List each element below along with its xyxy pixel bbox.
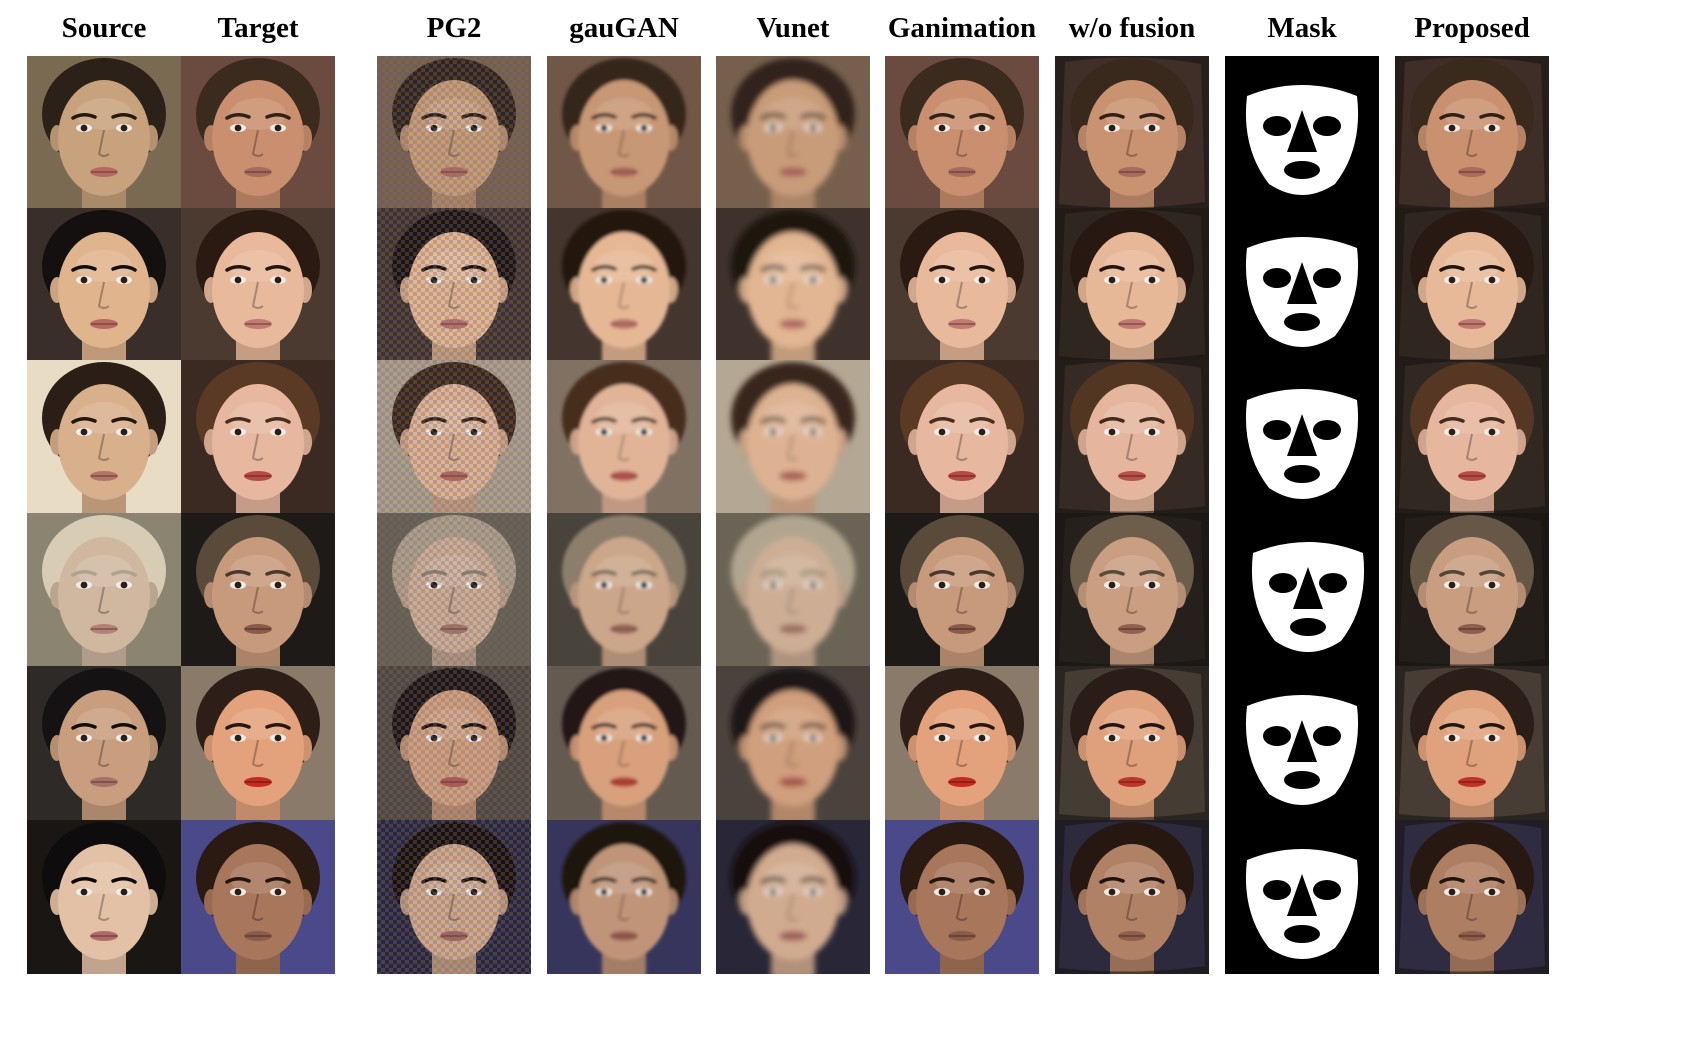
face-image-wo-fusion: [1055, 513, 1209, 667]
face-image-vunet: [716, 208, 870, 362]
face-image-pg2: [377, 208, 531, 362]
face-image-mask: [1225, 513, 1379, 667]
column-header-proposed: Proposed: [1414, 12, 1530, 44]
face-image-source: [27, 56, 181, 210]
column-header-source: Source: [61, 12, 147, 44]
face-image-vunet: [716, 360, 870, 514]
face-image-ganimation: [885, 666, 1039, 820]
face-image-wo-fusion: [1055, 666, 1209, 820]
face-image-gaugan: [547, 56, 701, 210]
face-image-ganimation: [885, 360, 1039, 514]
face-image-wo-fusion: [1055, 56, 1209, 210]
face-image-vunet: [716, 56, 870, 210]
face-image-proposed: [1395, 360, 1549, 514]
face-image-ganimation: [885, 208, 1039, 362]
face-image-wo-fusion: [1055, 820, 1209, 974]
face-image-source: [27, 513, 181, 667]
column-header-mask: Mask: [1267, 12, 1337, 44]
face-image-gaugan: [547, 208, 701, 362]
face-image-mask: [1225, 360, 1379, 514]
column-header-ganimation: Ganimation: [887, 12, 1037, 44]
face-image-vunet: [716, 820, 870, 974]
face-image-ganimation: [885, 56, 1039, 210]
face-image-mask: [1225, 666, 1379, 820]
face-image-wo-fusion: [1055, 360, 1209, 514]
face-image-target: [181, 513, 335, 667]
column-header-pg2: PG2: [426, 12, 482, 44]
face-image-mask: [1225, 56, 1379, 210]
face-image-target: [181, 820, 335, 974]
column-header-target: Target: [217, 12, 299, 44]
face-image-ganimation: [885, 513, 1039, 667]
face-image-vunet: [716, 513, 870, 667]
face-image-source: [27, 360, 181, 514]
face-image-pg2: [377, 56, 531, 210]
face-image-gaugan: [547, 666, 701, 820]
face-image-wo-fusion: [1055, 208, 1209, 362]
face-image-source: [27, 820, 181, 974]
face-image-mask: [1225, 820, 1379, 974]
face-image-target: [181, 56, 335, 210]
face-image-proposed: [1395, 820, 1549, 974]
face-image-pg2: [377, 513, 531, 667]
face-image-proposed: [1395, 208, 1549, 362]
face-image-vunet: [716, 666, 870, 820]
column-header-vunet: Vunet: [756, 12, 830, 44]
face-image-proposed: [1395, 666, 1549, 820]
face-image-ganimation: [885, 820, 1039, 974]
face-image-source: [27, 208, 181, 362]
face-image-pg2: [377, 666, 531, 820]
face-image-gaugan: [547, 513, 701, 667]
face-image-target: [181, 208, 335, 362]
face-image-proposed: [1395, 513, 1549, 667]
face-image-pg2: [377, 360, 531, 514]
face-image-source: [27, 666, 181, 820]
face-image-mask: [1225, 208, 1379, 362]
face-image-gaugan: [547, 360, 701, 514]
face-image-proposed: [1395, 56, 1549, 210]
face-image-target: [181, 666, 335, 820]
column-header-wo-fusion: w/o fusion: [1068, 12, 1196, 44]
face-image-gaugan: [547, 820, 701, 974]
column-header-gaugan: gauGAN: [569, 12, 679, 44]
face-image-target: [181, 360, 335, 514]
face-image-pg2: [377, 820, 531, 974]
